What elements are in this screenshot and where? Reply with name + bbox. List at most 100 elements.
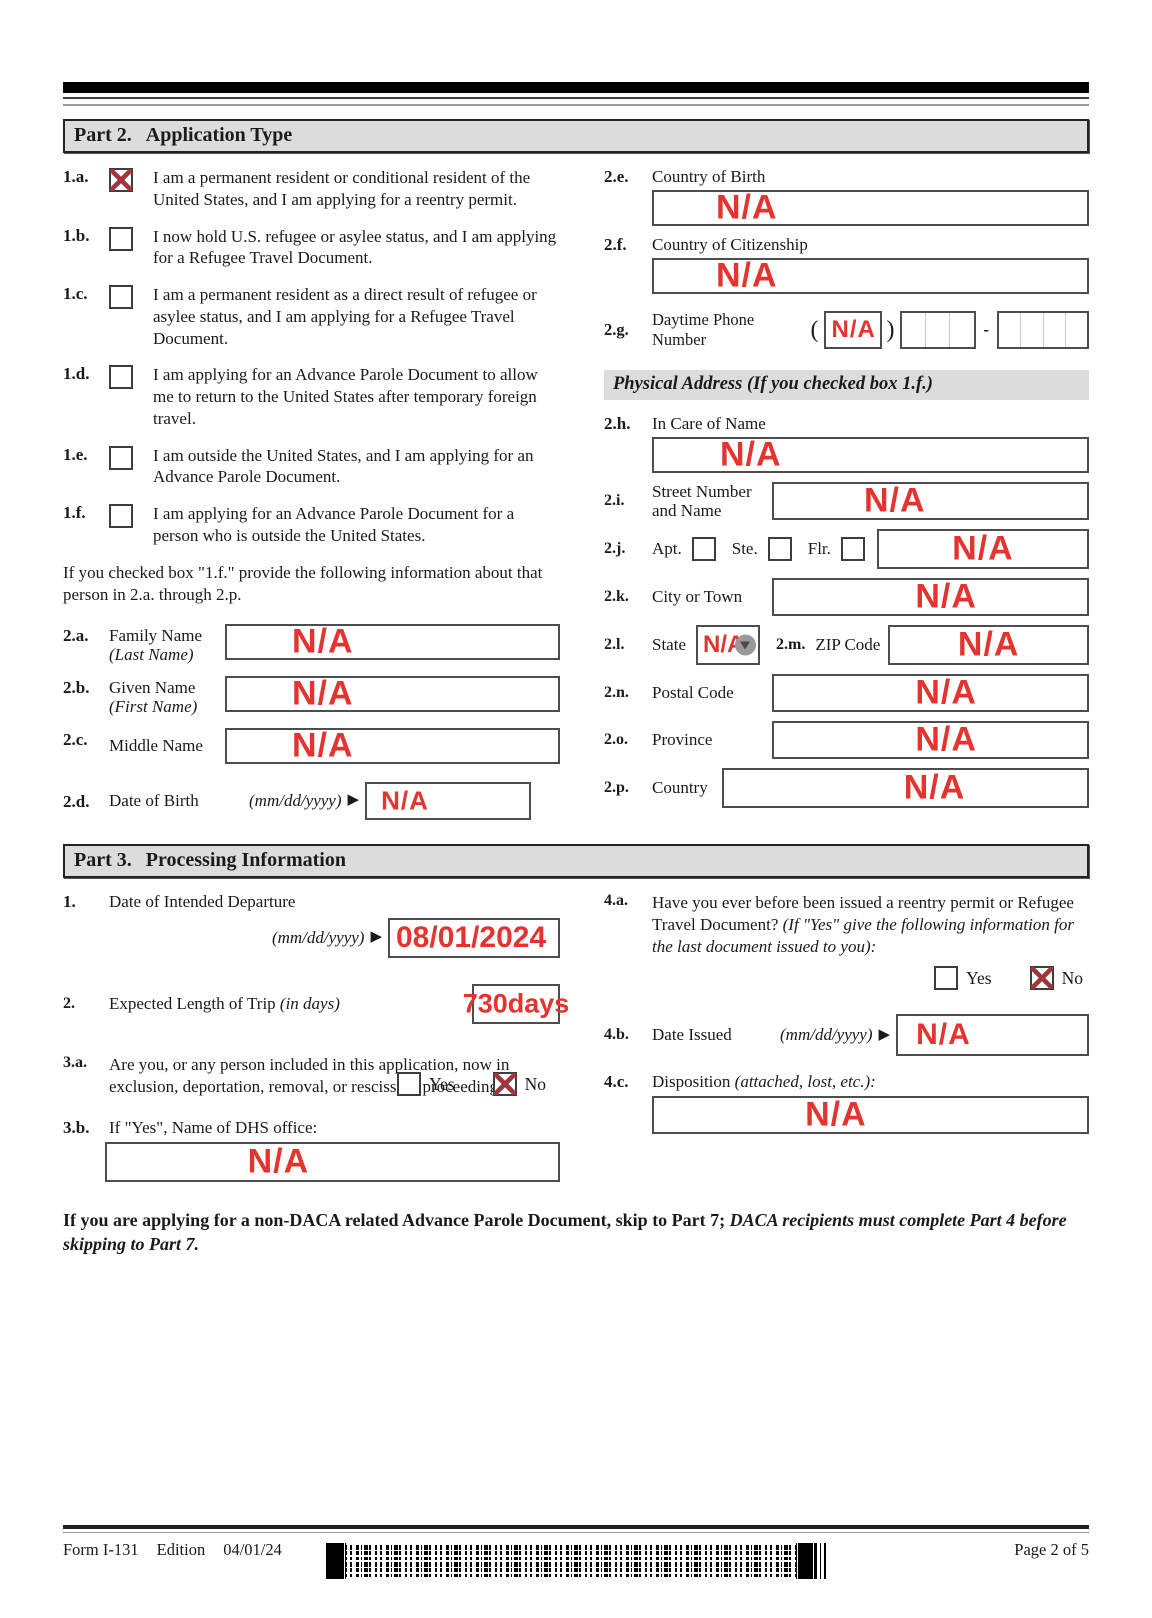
phone-line-input[interactable] bbox=[997, 311, 1089, 349]
field-state-label: State bbox=[652, 635, 686, 655]
q2-number: 2. bbox=[63, 994, 75, 1012]
family-name-input[interactable]: N/A bbox=[225, 622, 560, 660]
checkbox-q3a-no[interactable] bbox=[492, 1072, 517, 1096]
q3b-number: 3.b. bbox=[63, 1118, 90, 1137]
field-street-number: 2.i. bbox=[604, 492, 625, 510]
q2-label: Expected Length of Trip (in days) bbox=[109, 993, 340, 1013]
dhs-office-input[interactable]: N/A bbox=[105, 1142, 560, 1182]
field-postal: 2.n. Postal Code N/A bbox=[604, 674, 1089, 713]
apt-label: Apt. bbox=[652, 539, 682, 559]
q3b-label: If "Yes", Name of DHS office: bbox=[109, 1118, 318, 1137]
checkbox-q4a-yes[interactable] bbox=[934, 966, 959, 991]
option-1b-number: 1.b. bbox=[63, 225, 90, 245]
field-country: 2.p. Country N/A bbox=[604, 768, 1089, 809]
field-middle-name: 2.c. Middle Name N/A bbox=[63, 726, 560, 764]
in-care-input[interactable]: N/A bbox=[652, 435, 1089, 474]
trip-length-input[interactable]: 730days bbox=[463, 983, 569, 1024]
q3a-row: 3.a. Are you, or any person included in … bbox=[63, 1054, 560, 1098]
birth-country-input[interactable]: N/A bbox=[652, 189, 1089, 227]
checkbox-x-icon bbox=[493, 1073, 516, 1095]
field-birth-country-label-row: 2.e. Country of Birth bbox=[604, 167, 1089, 187]
footer-form-info: Form I-131 Edition 04/01/24 bbox=[63, 1540, 300, 1560]
field-postal-label: Postal Code bbox=[652, 683, 734, 703]
phone-area-input[interactable]: N/A bbox=[823, 311, 882, 349]
checkbox-1a[interactable] bbox=[109, 168, 133, 192]
option-1c-text: I am a permanent resident as a direct re… bbox=[153, 285, 537, 348]
field-birth-country-label: Country of Birth bbox=[652, 167, 766, 186]
field-zip-number: 2.m. bbox=[776, 636, 806, 654]
part3-right-column: 4.a. Have you ever before been issued a … bbox=[604, 892, 1089, 1135]
given-name-input[interactable]: N/A bbox=[225, 674, 560, 713]
q1-format: (mm/dd/yyyy) bbox=[271, 927, 365, 947]
q4b-label: Date Issued bbox=[652, 1025, 732, 1045]
departure-date-input[interactable]: 08/01/2024 bbox=[388, 917, 560, 958]
field-unit: 2.j. Apt. Ste. Flr. N/A bbox=[604, 529, 1089, 570]
flr-label: Flr. bbox=[807, 539, 831, 559]
checkbox-1b[interactable] bbox=[109, 226, 133, 251]
checkbox-1d[interactable] bbox=[109, 365, 133, 390]
footer-row: Form I-131 Edition 04/01/24 Page 2 of 5 bbox=[63, 1540, 1089, 1579]
phone-close-paren: ) bbox=[886, 316, 895, 343]
field-city-label: City or Town bbox=[652, 587, 743, 607]
q4a-answer-row: Yes No bbox=[604, 966, 1083, 991]
middle-name-input[interactable]: N/A bbox=[225, 726, 560, 764]
q4b-format: (mm/dd/yyyy) bbox=[780, 1025, 873, 1045]
field-phone: 2.g. Daytime Phone Number ( N/A ) - bbox=[604, 310, 1089, 350]
q4b-row: 4.b. Date Issued (mm/dd/yyyy) ▶ N/A bbox=[604, 1014, 1089, 1057]
q4a-no-label: No bbox=[1061, 967, 1083, 988]
field-state-zip: 2.l. State N/A 2.m. ZIP Code N/A bbox=[604, 625, 1089, 666]
checkbox-apt[interactable] bbox=[691, 537, 716, 562]
part2-header: Part 2. Application Type bbox=[63, 119, 1089, 153]
checkbox-q3a-yes[interactable] bbox=[397, 1072, 422, 1096]
q2-row: 2. Expected Length of Trip (in days) 730… bbox=[63, 983, 569, 1024]
province-input[interactable]: N/A bbox=[772, 721, 1089, 760]
option-1e-text: I am outside the United States, and I am… bbox=[153, 445, 534, 487]
field-dob-number: 2.d. bbox=[63, 791, 90, 811]
field-given-name: 2.b. Given Name (First Name) N/A bbox=[63, 674, 560, 716]
checkbox-q4a-no[interactable] bbox=[1029, 966, 1054, 991]
country-input[interactable]: N/A bbox=[722, 768, 1089, 809]
disposition-input[interactable]: N/A bbox=[652, 1096, 1089, 1135]
field-phone-label: Daytime Phone Number bbox=[652, 310, 755, 349]
dropdown-arrow-icon[interactable] bbox=[735, 634, 756, 656]
checkbox-1e[interactable] bbox=[109, 445, 133, 470]
field-family-number: 2.a. bbox=[63, 625, 89, 645]
part3-body: 1. Date of Intended Departure (mm/dd/yyy… bbox=[63, 892, 1089, 1182]
unit-number-input[interactable]: N/A bbox=[876, 529, 1089, 570]
footer-page-number: Page 2 of 5 bbox=[1014, 1540, 1089, 1559]
postal-input[interactable]: N/A bbox=[772, 674, 1089, 713]
field-city: 2.k. City or Town N/A bbox=[604, 578, 1089, 617]
field-middle-number: 2.c. bbox=[63, 729, 88, 749]
physical-address-header: Physical Address (If you checked box 1.f… bbox=[604, 370, 1089, 400]
checkbox-ste[interactable] bbox=[767, 537, 792, 562]
field-city-number: 2.k. bbox=[604, 588, 629, 606]
date-issued-input[interactable]: N/A bbox=[896, 1014, 1089, 1057]
dob-input[interactable]: N/A bbox=[365, 781, 532, 820]
in-care-value: N/A bbox=[720, 435, 782, 474]
city-input[interactable]: N/A bbox=[772, 578, 1089, 617]
option-1e-number: 1.e. bbox=[63, 444, 88, 464]
field-zip-label: ZIP Code bbox=[815, 635, 881, 655]
dob-value: N/A bbox=[381, 785, 429, 816]
checkbox-flr[interactable] bbox=[840, 537, 865, 562]
footer-form-id: Form I-131 bbox=[63, 1540, 139, 1559]
field-middle-label: Middle Name bbox=[109, 735, 203, 755]
top-divider-lines bbox=[63, 97, 1089, 106]
q1-input-row: (mm/dd/yyyy) ▶ 08/01/2024 bbox=[63, 917, 560, 958]
zip-input[interactable]: N/A bbox=[888, 625, 1089, 666]
field-phone-number-label: 2.g. bbox=[604, 320, 629, 339]
field-dob-label: Date of Birth bbox=[109, 790, 199, 810]
option-1b: 1.b. I now hold U.S. refugee or asylee s… bbox=[63, 226, 560, 270]
q3a-answer-row: Yes No bbox=[63, 1072, 546, 1096]
part2-body: 1.a. I am a permanent resident or condit… bbox=[63, 167, 1089, 820]
given-name-value: N/A bbox=[292, 674, 354, 713]
field-birth-country-number: 2.e. bbox=[604, 167, 629, 186]
q1-number: 1. bbox=[63, 891, 76, 911]
state-select[interactable]: N/A bbox=[696, 625, 760, 666]
q3b-label-row: 3.b. If "Yes", Name of DHS office: bbox=[63, 1118, 560, 1138]
citizenship-input[interactable]: N/A bbox=[652, 257, 1089, 295]
checkbox-1f[interactable] bbox=[109, 504, 133, 528]
phone-prefix-input[interactable] bbox=[899, 311, 976, 349]
checkbox-1c[interactable] bbox=[109, 285, 133, 309]
street-input[interactable]: N/A bbox=[772, 482, 1089, 521]
